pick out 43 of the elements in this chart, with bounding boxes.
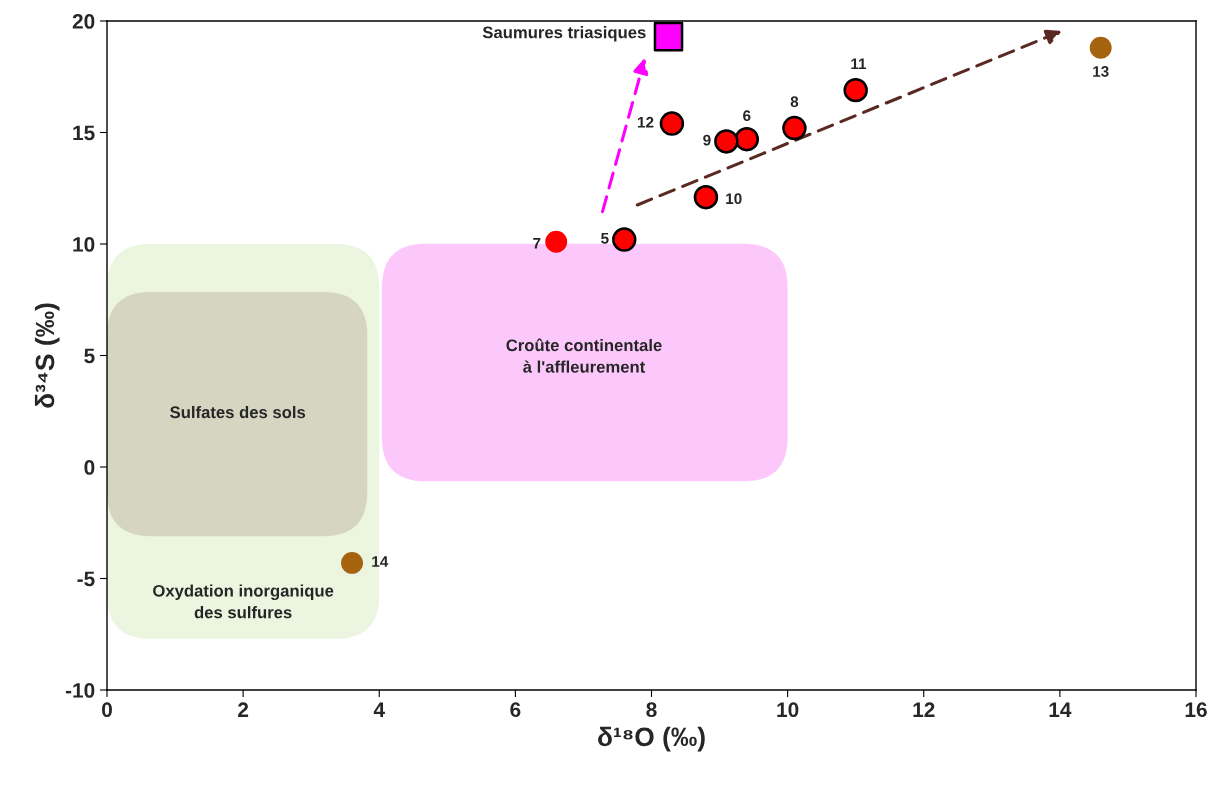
y-tick-label: 5 <box>84 348 95 364</box>
point <box>1089 36 1112 59</box>
point <box>693 184 719 210</box>
y-tick-label: 20 <box>72 14 95 29</box>
y-tick-label: -10 <box>65 683 95 698</box>
annotation: Saumures triasiques <box>482 26 646 42</box>
y-tick-label: -5 <box>77 571 95 587</box>
annotation: 11 <box>851 58 867 70</box>
annotation: 14 <box>372 556 389 567</box>
x-tick-label: 2 <box>238 702 249 717</box>
point <box>734 126 760 152</box>
x-tick-label: 0 <box>102 702 112 718</box>
annotation: 9 <box>703 134 711 146</box>
y-tick-label: 0 <box>84 460 95 475</box>
annotation: 6 <box>743 110 751 122</box>
x-tick-label: 12 <box>913 702 935 717</box>
annotation: 13 <box>1093 66 1109 77</box>
annotation: 7 <box>533 237 541 249</box>
point <box>653 21 684 52</box>
point <box>659 111 685 136</box>
x-tick-label: 14 <box>1049 702 1072 717</box>
annotation: Croûte continentale à l'affleurement <box>506 338 662 373</box>
x-tick-label: 8 <box>646 702 657 718</box>
point <box>714 129 739 154</box>
x-axis-title: δ¹⁸O (‰) <box>598 726 705 752</box>
x-tick-label: 16 <box>1185 702 1207 718</box>
annotation: Sulfates des sols <box>170 405 306 419</box>
annotation: 12 <box>638 116 654 128</box>
annotation: 5 <box>601 232 609 244</box>
x-tick-label: 4 <box>373 702 385 717</box>
point <box>545 230 568 253</box>
point <box>782 115 807 141</box>
annotation: Oxydation inorganique des sulfures <box>153 584 334 619</box>
y-tick-label: 15 <box>73 125 95 141</box>
y-tick-label: 10 <box>73 237 95 252</box>
point <box>612 227 637 252</box>
x-tick-label: 6 <box>510 702 521 718</box>
annotation: 10 <box>726 193 742 205</box>
point <box>843 77 868 103</box>
point <box>341 551 364 574</box>
annotation: 8 <box>790 96 799 108</box>
y-axis-title: δ³⁴S (‰) <box>34 303 60 408</box>
x-tick-label: 10 <box>777 702 799 718</box>
